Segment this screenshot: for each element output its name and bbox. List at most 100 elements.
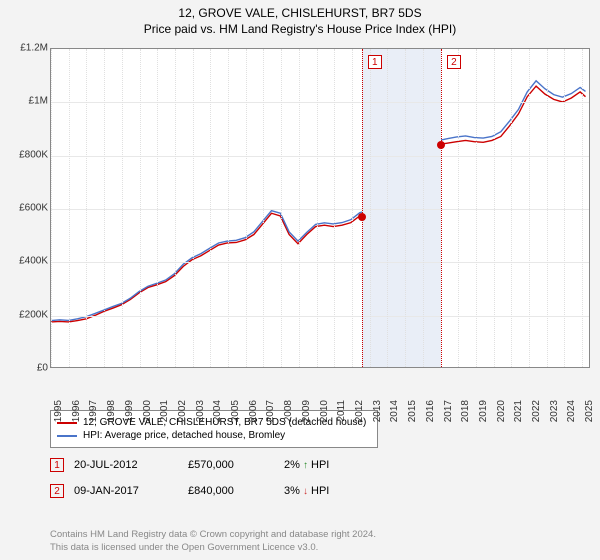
series-line-hpi xyxy=(51,81,586,321)
xtick-label: 2010 xyxy=(319,400,330,422)
gridline-v xyxy=(140,49,141,367)
gridline-v xyxy=(458,49,459,367)
chart-lines-svg xyxy=(51,49,589,367)
xtick-label: 2022 xyxy=(531,400,542,422)
xtick-label: 2008 xyxy=(283,400,294,422)
gridline-v xyxy=(122,49,123,367)
gridline-v xyxy=(69,49,70,367)
gridline-v xyxy=(317,49,318,367)
xtick-label: 2015 xyxy=(407,400,418,422)
transaction-price-2: £840,000 xyxy=(188,485,260,497)
xtick-label: 2020 xyxy=(496,400,507,422)
xtick-label: 2024 xyxy=(566,400,577,422)
xtick-label: 2013 xyxy=(372,400,383,422)
ytick-label: £800K xyxy=(6,149,48,160)
xtick-label: 2009 xyxy=(301,400,312,422)
gridline-v xyxy=(157,49,158,367)
ytick-label: £200K xyxy=(6,309,48,320)
xtick-label: 2019 xyxy=(478,400,489,422)
series-line-property xyxy=(51,86,586,322)
xtick-label: 1999 xyxy=(124,400,135,422)
xtick-label: 2002 xyxy=(177,400,188,422)
xtick-label: 2003 xyxy=(195,400,206,422)
footer-attribution: Contains HM Land Registry data © Crown c… xyxy=(50,529,376,554)
gridline-v xyxy=(210,49,211,367)
transaction-marker-2: 2 xyxy=(50,484,64,498)
transaction-marker-1: 1 xyxy=(50,458,64,472)
xtick-label: 2021 xyxy=(513,400,524,422)
legend-row-hpi: HPI: Average price, detached house, Brom… xyxy=(57,430,371,441)
gridline-h xyxy=(51,316,589,317)
down-arrow-icon: ↓ xyxy=(303,486,308,497)
sale-marker-box: 2 xyxy=(447,55,461,69)
sale-marker-dot xyxy=(437,141,445,149)
transaction-date-1: 20-JUL-2012 xyxy=(74,459,164,471)
xtick-label: 2004 xyxy=(212,400,223,422)
xtick-label: 2012 xyxy=(354,400,365,422)
transaction-row-2: 2 09-JAN-2017 £840,000 3% ↓ HPI xyxy=(50,484,374,498)
footer-line-2: This data is licensed under the Open Gov… xyxy=(50,542,376,554)
xtick-label: 1995 xyxy=(53,400,64,422)
ytick-label: £1.2M xyxy=(6,43,48,54)
transaction-price-1: £570,000 xyxy=(188,459,260,471)
xtick-label: 1996 xyxy=(71,400,82,422)
gridline-v xyxy=(334,49,335,367)
xtick-label: 2018 xyxy=(460,400,471,422)
xtick-label: 2025 xyxy=(584,400,595,422)
gridline-v xyxy=(476,49,477,367)
footer-line-1: Contains HM Land Registry data © Crown c… xyxy=(50,529,376,541)
title-block: 12, GROVE VALE, CHISLEHURST, BR7 5DS Pri… xyxy=(0,0,600,36)
xtick-label: 2005 xyxy=(230,400,241,422)
gridline-v xyxy=(370,49,371,367)
gridline-v xyxy=(193,49,194,367)
xtick-label: 2001 xyxy=(159,400,170,422)
transaction-date-2: 09-JAN-2017 xyxy=(74,485,164,497)
gridline-h xyxy=(51,156,589,157)
sale-marker-line xyxy=(441,49,442,367)
gridline-v xyxy=(511,49,512,367)
gridline-v xyxy=(246,49,247,367)
gridline-v xyxy=(263,49,264,367)
chart-container: 12, GROVE VALE, CHISLEHURST, BR7 5DS Pri… xyxy=(0,0,600,560)
title-subtitle: Price paid vs. HM Land Registry's House … xyxy=(0,22,600,36)
gridline-h xyxy=(51,262,589,263)
gridline-v xyxy=(352,49,353,367)
gridline-v xyxy=(547,49,548,367)
transaction-row-1: 1 20-JUL-2012 £570,000 2% ↑ HPI xyxy=(50,458,374,472)
gridline-v xyxy=(387,49,388,367)
xtick-label: 2011 xyxy=(336,400,347,422)
gridline-v xyxy=(86,49,87,367)
gridline-v xyxy=(281,49,282,367)
ytick-label: £600K xyxy=(6,203,48,214)
xtick-label: 1998 xyxy=(106,400,117,422)
gridline-v xyxy=(299,49,300,367)
sale-marker-box: 1 xyxy=(368,55,382,69)
gridline-v xyxy=(405,49,406,367)
gridline-h xyxy=(51,209,589,210)
gridline-v xyxy=(228,49,229,367)
gridline-v xyxy=(582,49,583,367)
sale-marker-line xyxy=(362,49,363,367)
xtick-label: 2016 xyxy=(425,400,436,422)
transaction-pct-2: 3% ↓ HPI xyxy=(284,485,374,497)
xtick-label: 1997 xyxy=(88,400,99,422)
legend-label-hpi: HPI: Average price, detached house, Brom… xyxy=(83,430,285,441)
transaction-pct-1: 2% ↑ HPI xyxy=(284,459,374,471)
gridline-v xyxy=(423,49,424,367)
xtick-label: 2014 xyxy=(389,400,400,422)
title-address: 12, GROVE VALE, CHISLEHURST, BR7 5DS xyxy=(0,6,600,20)
gridline-v xyxy=(564,49,565,367)
ytick-label: £1M xyxy=(6,96,48,107)
gridline-v xyxy=(104,49,105,367)
sale-marker-dot xyxy=(358,213,366,221)
xtick-label: 2000 xyxy=(142,400,153,422)
gridline-v xyxy=(51,49,52,367)
gridline-v xyxy=(494,49,495,367)
xtick-label: 2017 xyxy=(443,400,454,422)
ytick-label: £400K xyxy=(6,256,48,267)
gridline-v xyxy=(529,49,530,367)
xtick-label: 2006 xyxy=(248,400,259,422)
up-arrow-icon: ↑ xyxy=(303,460,308,471)
chart-shaded-region xyxy=(362,49,441,367)
chart-plot-area: 12 xyxy=(50,48,590,368)
